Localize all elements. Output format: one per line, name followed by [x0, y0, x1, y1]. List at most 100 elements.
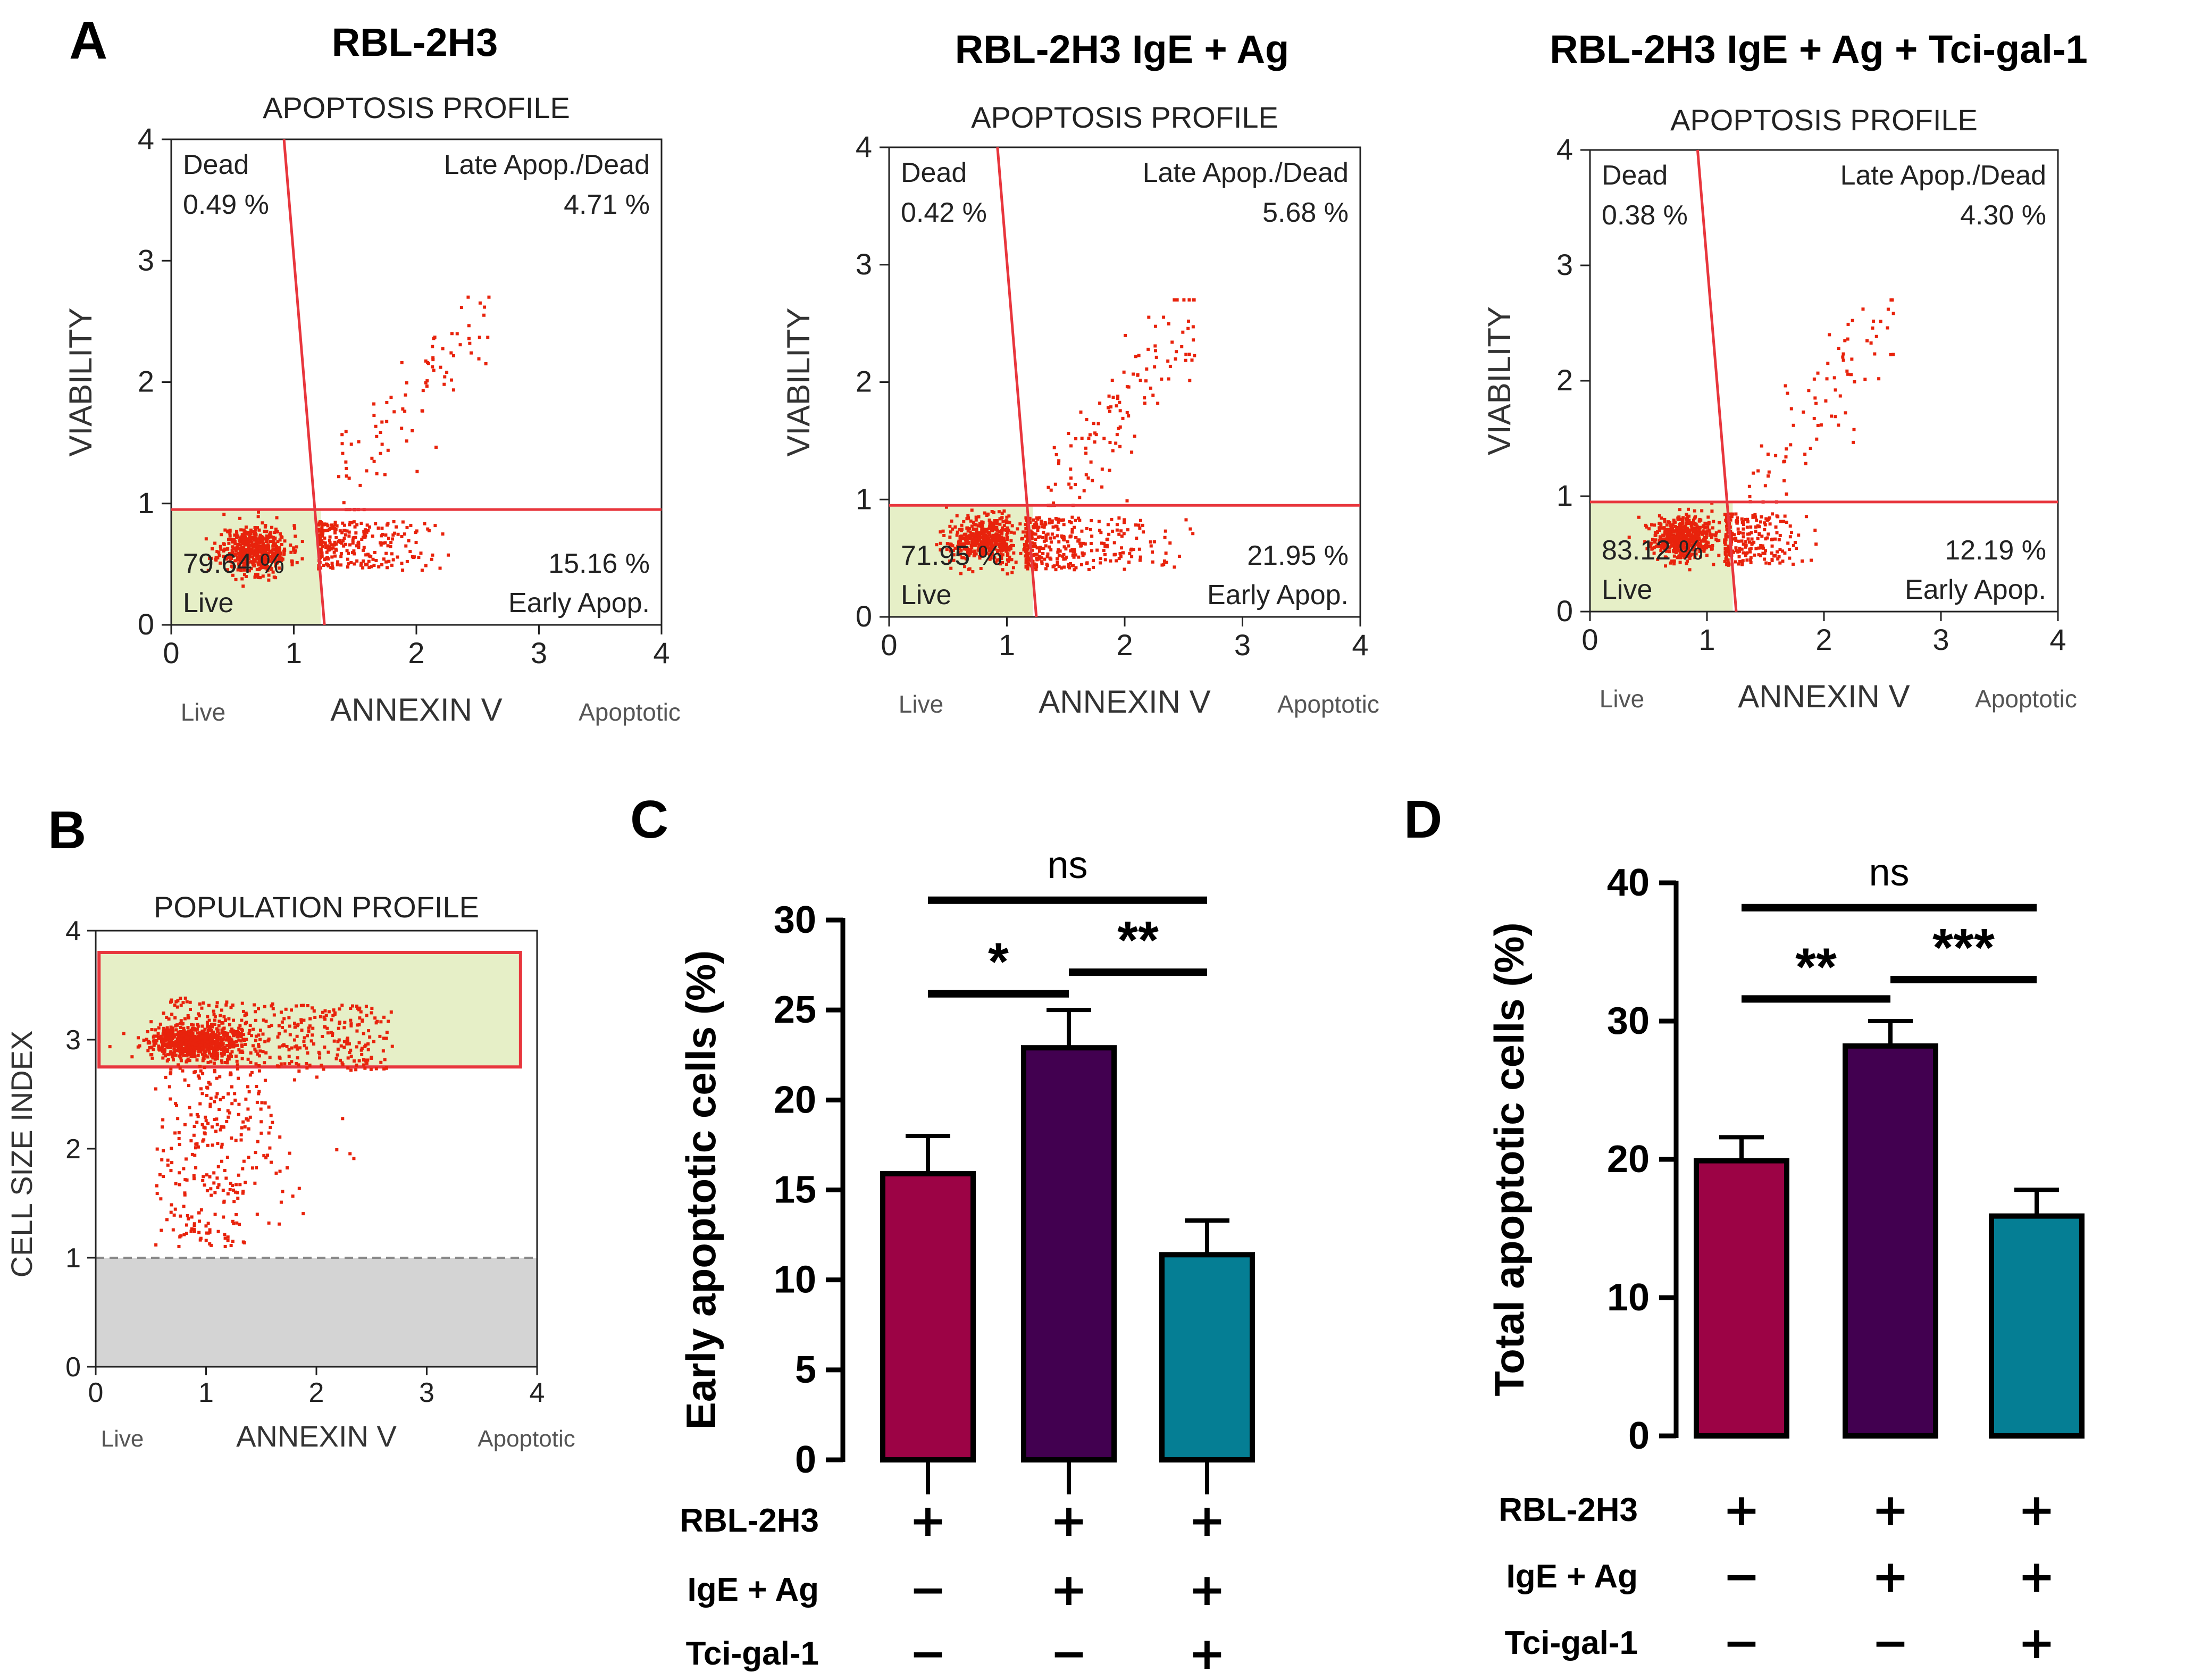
cell-event — [173, 1207, 177, 1211]
cell-event — [1705, 554, 1709, 557]
cell-event — [970, 540, 974, 544]
cell-event — [959, 529, 963, 532]
cell-event — [415, 470, 419, 473]
x-tick-label: 4 — [530, 1377, 545, 1408]
cell-event — [254, 1034, 258, 1038]
cell-event — [1792, 544, 1795, 547]
cell-event — [983, 533, 987, 537]
cell-event — [1746, 520, 1750, 524]
cell-event — [353, 536, 356, 539]
cell-event — [1681, 519, 1685, 522]
cell-event — [306, 1004, 309, 1008]
cell-event — [1039, 522, 1043, 525]
cell-event — [185, 1223, 188, 1227]
cell-event — [1139, 555, 1142, 559]
cell-event — [1106, 545, 1109, 549]
cell-event — [243, 558, 247, 562]
cell-event — [1745, 551, 1749, 555]
cell-event — [205, 1231, 208, 1235]
cell-event — [250, 547, 254, 551]
cell-event — [1129, 548, 1133, 552]
cell-event — [1184, 358, 1187, 362]
cell-event — [204, 1119, 208, 1123]
cell-event — [1024, 548, 1027, 551]
cell-event — [263, 554, 266, 558]
cell-event — [1687, 541, 1690, 545]
cell-event — [238, 551, 241, 555]
annexin-gate-line — [1696, 149, 1738, 612]
cell-event — [1057, 459, 1061, 463]
cell-event — [1655, 544, 1659, 548]
cell-event — [1192, 338, 1195, 342]
cell-event — [265, 534, 269, 538]
cell-event — [179, 1037, 183, 1041]
cell-event — [164, 1075, 168, 1079]
cell-event — [1001, 561, 1005, 565]
cell-event — [1754, 530, 1757, 533]
cell-event — [278, 1135, 282, 1139]
cell-event — [355, 1045, 358, 1049]
cell-event — [1100, 485, 1104, 489]
cell-event — [1809, 446, 1812, 450]
cell-event — [1764, 561, 1768, 565]
cell-event — [411, 555, 414, 558]
cell-event — [1192, 298, 1196, 302]
cell-event — [217, 1037, 221, 1041]
cell-event — [1080, 437, 1084, 440]
cell-event — [222, 513, 226, 516]
cell-event — [980, 540, 983, 544]
cell-event — [247, 560, 251, 564]
cell-event — [278, 548, 281, 551]
cell-event — [194, 1046, 197, 1050]
cell-event — [1874, 335, 1878, 338]
cell-event — [271, 1121, 274, 1124]
cell-event — [441, 532, 445, 536]
cell-event — [321, 1034, 324, 1038]
cell-event — [962, 533, 966, 537]
cell-event — [1052, 446, 1056, 449]
cell-event — [1087, 437, 1091, 440]
cell-event — [169, 1032, 173, 1035]
cell-event — [1057, 549, 1060, 553]
cell-event — [208, 1038, 212, 1041]
y-tick-label: 4 — [138, 122, 154, 155]
cell-event — [1032, 518, 1035, 522]
cell-event — [157, 1044, 161, 1048]
x-tick-label: 3 — [531, 636, 547, 670]
condition-symbol: + — [1050, 1564, 1087, 1616]
cell-event — [1785, 492, 1788, 496]
cell-event — [1007, 559, 1010, 563]
cell-event — [239, 566, 243, 570]
cell-event — [1025, 525, 1029, 529]
cell-event — [158, 1173, 162, 1176]
cell-event — [948, 535, 952, 539]
cell-event — [202, 1001, 205, 1005]
cell-event — [227, 1039, 231, 1043]
cell-event — [1024, 534, 1027, 538]
cell-event — [272, 575, 276, 579]
cell-event — [1045, 562, 1049, 566]
cell-event — [186, 1026, 190, 1030]
cell-event — [1742, 535, 1745, 539]
cell-event — [997, 538, 1000, 541]
cell-event — [219, 1098, 222, 1101]
cell-event — [1190, 358, 1194, 362]
cell-event — [1886, 307, 1890, 311]
cell-event — [1123, 567, 1126, 571]
cell-event — [261, 550, 264, 554]
condition-symbol: + — [1188, 1564, 1226, 1616]
cell-event — [1074, 437, 1078, 440]
cell-event — [959, 539, 962, 543]
cell-event — [169, 1000, 173, 1004]
cell-event — [1693, 509, 1696, 513]
cell-event — [283, 1029, 287, 1033]
cell-event — [384, 551, 388, 555]
cell-event — [1749, 556, 1753, 559]
cell-event — [1751, 514, 1755, 517]
cell-event — [171, 1033, 175, 1037]
condition-row-label: IgE + Ag — [688, 1572, 819, 1608]
y-tick-label: 25 — [774, 989, 816, 1031]
cell-event — [390, 1044, 394, 1048]
cell-event — [255, 1166, 258, 1169]
cell-event — [1753, 553, 1756, 557]
